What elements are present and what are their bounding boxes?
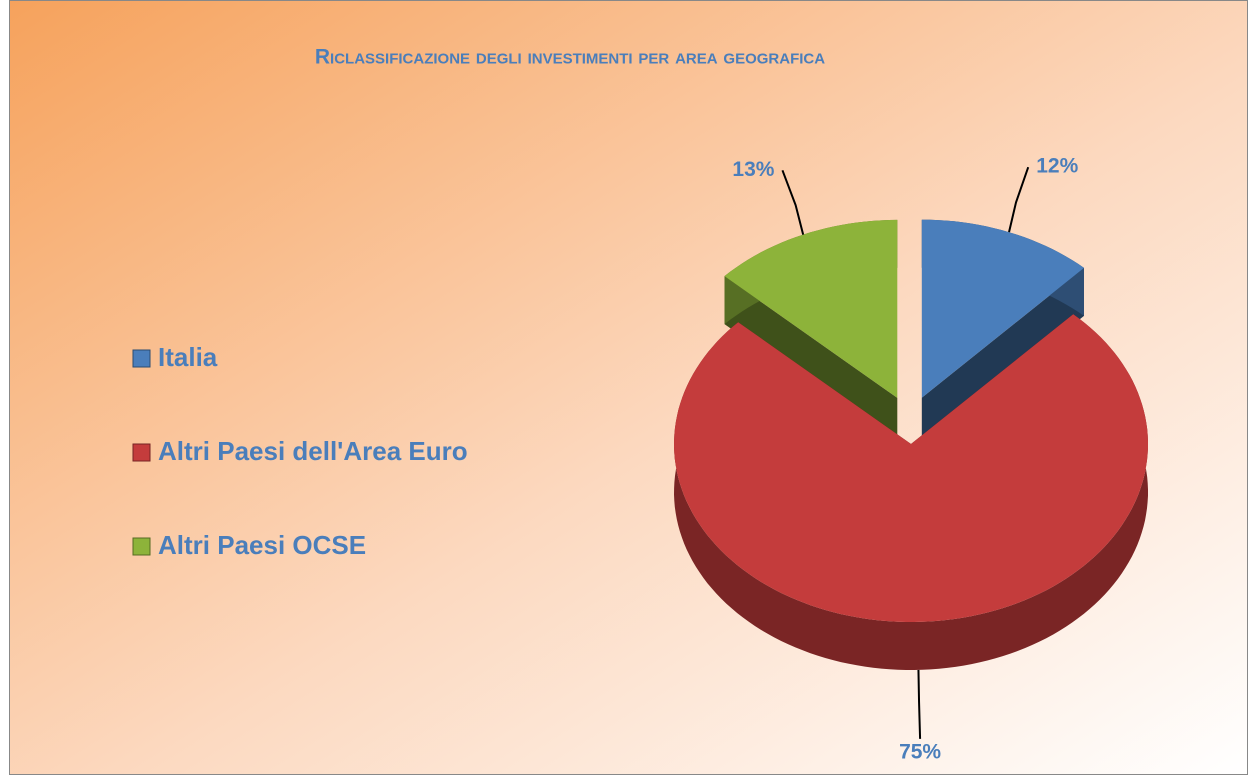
slice-top bbox=[674, 314, 1148, 622]
slice-wall bbox=[724, 276, 898, 446]
leader-line bbox=[917, 669, 922, 739]
legend-swatch bbox=[132, 537, 151, 556]
data-label: 12% bbox=[1036, 155, 1078, 178]
leader-line bbox=[781, 169, 805, 235]
slice-wall bbox=[921, 267, 1084, 446]
legend-swatch bbox=[132, 349, 151, 368]
chart-title: Riclassificazione degli investimenti per… bbox=[315, 46, 825, 69]
pie-slice bbox=[724, 219, 898, 446]
pie-slice bbox=[674, 314, 1148, 670]
data-label: 75% bbox=[899, 740, 941, 763]
pie-slice bbox=[921, 219, 1084, 446]
slice-top bbox=[921, 219, 1084, 398]
leader-line bbox=[1008, 166, 1030, 233]
legend-label: Italia bbox=[158, 342, 218, 372]
legend-swatch bbox=[132, 443, 151, 462]
legend-label: Altri Paesi dell'Area Euro bbox=[158, 436, 468, 466]
slice-top bbox=[724, 219, 898, 398]
data-label: 13% bbox=[732, 158, 774, 181]
legend-label: Altri Paesi OCSE bbox=[158, 530, 366, 560]
